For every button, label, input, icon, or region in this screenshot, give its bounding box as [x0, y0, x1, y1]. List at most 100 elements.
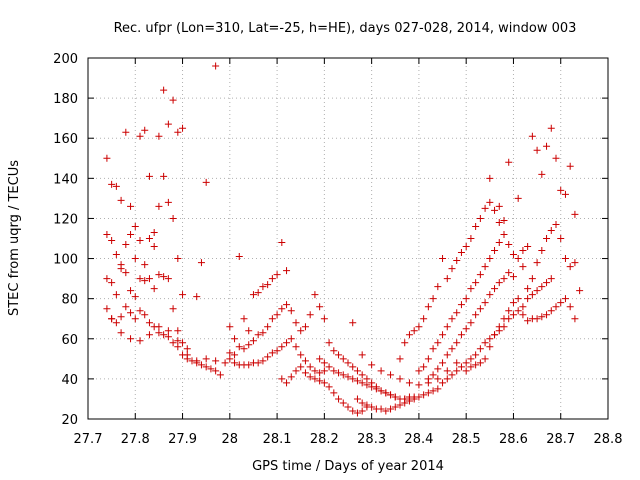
data-point-plus	[457, 301, 465, 309]
data-point-plus	[353, 409, 361, 417]
data-point-plus	[353, 377, 361, 385]
data-point-plus	[283, 267, 291, 275]
data-point-plus	[486, 291, 494, 299]
data-point-plus	[330, 389, 338, 397]
data-point-plus	[339, 371, 347, 379]
data-point-plus	[434, 385, 442, 393]
data-point-plus	[486, 174, 494, 182]
data-point-plus	[538, 283, 546, 291]
data-point-plus	[254, 331, 262, 339]
data-point-plus	[117, 313, 125, 321]
data-point-plus	[434, 365, 442, 373]
data-point-plus	[335, 395, 343, 403]
data-point-plus	[325, 363, 333, 371]
data-point-plus	[481, 355, 489, 363]
data-point-plus	[424, 375, 432, 383]
data-point-plus	[335, 369, 343, 377]
data-point-plus	[547, 226, 555, 234]
data-point-plus	[179, 339, 187, 347]
data-point-plus	[396, 375, 404, 383]
data-point-plus	[547, 124, 555, 132]
data-point-plus	[136, 275, 144, 283]
data-point-plus	[339, 355, 347, 363]
data-point-plus	[415, 367, 423, 375]
data-point-plus	[131, 293, 139, 301]
data-point-plus	[164, 327, 172, 335]
data-point-plus	[467, 355, 475, 363]
data-point-plus	[557, 235, 565, 242]
data-point-plus	[108, 279, 116, 287]
x-tick-label: 28.5	[452, 432, 481, 447]
data-point-plus	[160, 172, 168, 180]
data-point-plus	[311, 375, 319, 383]
data-point-plus	[486, 255, 494, 263]
data-point-plus	[519, 303, 527, 311]
data-point-plus	[429, 345, 437, 353]
data-point-plus	[391, 403, 399, 411]
data-point-plus	[320, 367, 328, 375]
data-point-plus	[571, 210, 579, 218]
data-point-plus	[396, 355, 404, 363]
data-point-plus	[405, 397, 413, 405]
data-point-plus	[514, 194, 522, 202]
data-point-plus	[453, 367, 461, 375]
data-point-plus	[249, 337, 257, 345]
data-point-plus	[216, 371, 224, 379]
x-tick-label: 28.8	[594, 432, 623, 447]
y-axis-label: STEC from uqrg / TECUs	[7, 160, 22, 316]
data-point-plus	[136, 237, 144, 245]
data-point-plus	[462, 325, 470, 333]
data-point-plus	[155, 202, 163, 210]
x-tick-label: 28.4	[404, 432, 433, 447]
data-point-plus	[509, 273, 517, 281]
data-point-plus	[169, 96, 177, 104]
data-point-plus	[439, 331, 447, 339]
data-point-plus	[122, 303, 130, 311]
data-point-plus	[377, 405, 385, 413]
data-point-plus	[495, 202, 503, 210]
data-point-plus	[405, 379, 413, 387]
x-tick-label: 27.8	[121, 432, 150, 447]
data-point-plus	[197, 259, 205, 267]
data-point-plus	[245, 327, 253, 335]
data-point-plus	[358, 379, 366, 387]
data-point-plus	[155, 329, 163, 337]
data-point-plus	[524, 295, 532, 303]
data-point-plus	[363, 381, 371, 389]
data-point-plus	[240, 345, 248, 353]
data-point-plus	[476, 345, 484, 353]
data-point-plus	[401, 399, 409, 407]
data-point-plus	[344, 403, 352, 411]
x-tick-label: 28.2	[310, 432, 339, 447]
data-point-plus	[264, 353, 272, 361]
data-point-plus	[457, 331, 465, 339]
data-point-plus	[443, 375, 451, 383]
data-point-plus	[179, 291, 187, 299]
data-point-plus	[292, 319, 300, 327]
data-point-plus	[320, 379, 328, 387]
data-point-plus	[495, 279, 503, 287]
data-point-plus	[434, 339, 442, 347]
data-point-plus	[278, 239, 286, 247]
data-point-plus	[552, 220, 560, 228]
data-point-plus	[505, 158, 513, 166]
data-point-plus	[278, 305, 286, 313]
data-point-plus	[164, 198, 172, 206]
data-point-plus	[524, 285, 532, 293]
data-point-plus	[368, 379, 376, 387]
data-point-plus	[330, 367, 338, 375]
data-point-plus	[127, 230, 135, 238]
x-tick-labels: 27.7 27.8 27.9 28 28.1 28.2 28.3 28.4 28.5 28.6 28…	[74, 432, 623, 447]
data-point-plus	[491, 331, 499, 339]
data-point-plus	[226, 355, 234, 363]
data-point-plus	[169, 339, 177, 347]
data-point-plus	[424, 389, 432, 397]
data-point-plus	[453, 257, 461, 265]
data-point-plus	[174, 255, 182, 263]
data-point-plus	[174, 128, 182, 136]
data-point-plus	[316, 303, 324, 311]
y-tick-label: 80	[61, 293, 78, 308]
data-point-plus	[202, 355, 210, 363]
data-point-plus	[382, 407, 390, 415]
data-point-plus	[495, 218, 503, 226]
